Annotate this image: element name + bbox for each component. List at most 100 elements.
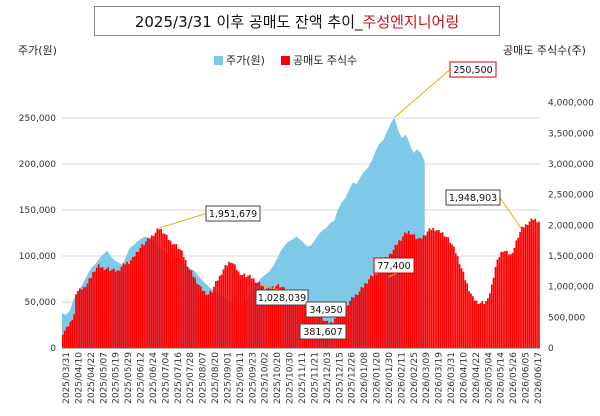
short-bar bbox=[190, 270, 193, 348]
x-tick-label: 2025/05/19 bbox=[112, 352, 122, 404]
x-tick-label: 2025/10/02 bbox=[261, 352, 271, 404]
annotation-label: 1,951,679 bbox=[209, 209, 257, 220]
short-bar bbox=[479, 303, 482, 348]
x-tick-label: 2025/09/23 bbox=[248, 352, 258, 404]
short-bar bbox=[264, 289, 266, 348]
short-bar bbox=[488, 293, 491, 348]
short-bar bbox=[283, 287, 285, 348]
short-bar bbox=[411, 234, 414, 348]
short-bar bbox=[164, 233, 166, 348]
short-bar bbox=[266, 288, 268, 348]
y-right-tick-label: 3,500,000 bbox=[548, 129, 594, 139]
short-bar bbox=[430, 229, 433, 348]
x-tick-label: 2026/01/30 bbox=[385, 352, 395, 404]
annotation-box bbox=[373, 257, 415, 274]
short-bar bbox=[415, 239, 418, 348]
short-bar bbox=[383, 262, 385, 348]
short-bar bbox=[216, 280, 219, 348]
short-bar bbox=[428, 228, 431, 348]
short-bar bbox=[186, 266, 189, 348]
short-bar bbox=[169, 240, 172, 348]
y-right-tick-label: 2,000,000 bbox=[548, 221, 594, 231]
short-bar bbox=[507, 254, 510, 348]
short-bar bbox=[515, 240, 518, 348]
x-tick-label: 2025/08/07 bbox=[199, 352, 209, 404]
short-bar bbox=[470, 293, 472, 348]
legend-swatch-price bbox=[214, 55, 223, 65]
short-bar bbox=[139, 247, 142, 348]
short-bar bbox=[437, 229, 440, 348]
legend-item-price: 주가(원) bbox=[214, 52, 265, 68]
short-bar bbox=[354, 294, 357, 348]
short-bar bbox=[286, 290, 289, 348]
short-bar bbox=[184, 259, 187, 348]
short-bar bbox=[237, 271, 240, 348]
y-left-tick-label: 0 bbox=[50, 344, 56, 354]
short-bar bbox=[379, 267, 382, 348]
short-bar bbox=[62, 334, 64, 348]
short-bar bbox=[362, 287, 365, 348]
short-bar bbox=[86, 283, 89, 348]
short-bar bbox=[288, 294, 291, 348]
y-left-tick-label: 150,000 bbox=[19, 206, 56, 216]
short-bar bbox=[369, 275, 372, 348]
x-tick-label: 2026/05/14 bbox=[497, 352, 507, 404]
annotation-box bbox=[445, 189, 501, 206]
short-bar bbox=[524, 224, 527, 348]
short-bar bbox=[230, 262, 232, 348]
short-bar bbox=[156, 228, 159, 348]
short-bar bbox=[456, 256, 459, 348]
short-bar bbox=[92, 272, 94, 348]
annotation-box bbox=[449, 61, 497, 78]
short-bar bbox=[79, 288, 81, 348]
short-bar bbox=[445, 236, 448, 348]
short-bar bbox=[97, 264, 100, 348]
short-bar bbox=[407, 230, 410, 348]
short-bar bbox=[177, 248, 179, 348]
short-bar bbox=[538, 221, 540, 348]
short-bar bbox=[301, 295, 304, 348]
short-bar bbox=[454, 253, 457, 348]
legend: 주가(원) 공매도 주식수 bbox=[214, 52, 357, 68]
short-bar bbox=[426, 231, 429, 348]
short-bar bbox=[105, 268, 108, 348]
short-bar bbox=[114, 271, 117, 348]
short-bar bbox=[173, 244, 176, 348]
short-bar bbox=[245, 277, 247, 348]
short-bar bbox=[88, 278, 91, 348]
short-bar bbox=[211, 292, 213, 348]
x-tick-label: 2025/11/21 bbox=[310, 352, 320, 404]
annotation-label: 381,607 bbox=[303, 327, 342, 338]
legend-label-short: 공매도 주식수 bbox=[292, 54, 358, 67]
short-bar bbox=[368, 279, 370, 348]
short-bar bbox=[494, 267, 497, 348]
short-bar bbox=[487, 298, 489, 348]
short-bar bbox=[453, 246, 455, 348]
legend-label-price: 주가(원) bbox=[226, 54, 265, 67]
x-tick-label: 2026/03/19 bbox=[435, 352, 445, 404]
short-bar bbox=[373, 273, 376, 348]
short-bar bbox=[436, 230, 438, 348]
short-bar bbox=[490, 284, 493, 348]
short-bar bbox=[220, 274, 223, 348]
x-tick-label: 2026/06/17 bbox=[534, 352, 544, 404]
x-tick-label: 2026/03/09 bbox=[422, 352, 432, 404]
short-bar bbox=[192, 276, 195, 348]
short-bar bbox=[179, 249, 181, 348]
short-bar bbox=[279, 287, 281, 348]
short-bar bbox=[94, 271, 96, 348]
short-bar bbox=[502, 251, 504, 348]
short-bar bbox=[218, 275, 221, 348]
short-bar bbox=[239, 275, 242, 348]
x-tick-label: 2025/04/22 bbox=[87, 352, 97, 404]
short-bar bbox=[152, 236, 155, 348]
short-bar bbox=[505, 250, 508, 348]
short-bar bbox=[398, 240, 401, 348]
short-bar bbox=[377, 271, 380, 348]
y-left-tick-label: 200,000 bbox=[19, 160, 56, 170]
annotation-label: 1,948,903 bbox=[449, 193, 497, 204]
short-bar bbox=[175, 244, 178, 348]
short-bar bbox=[351, 296, 353, 348]
short-bar bbox=[381, 267, 383, 348]
